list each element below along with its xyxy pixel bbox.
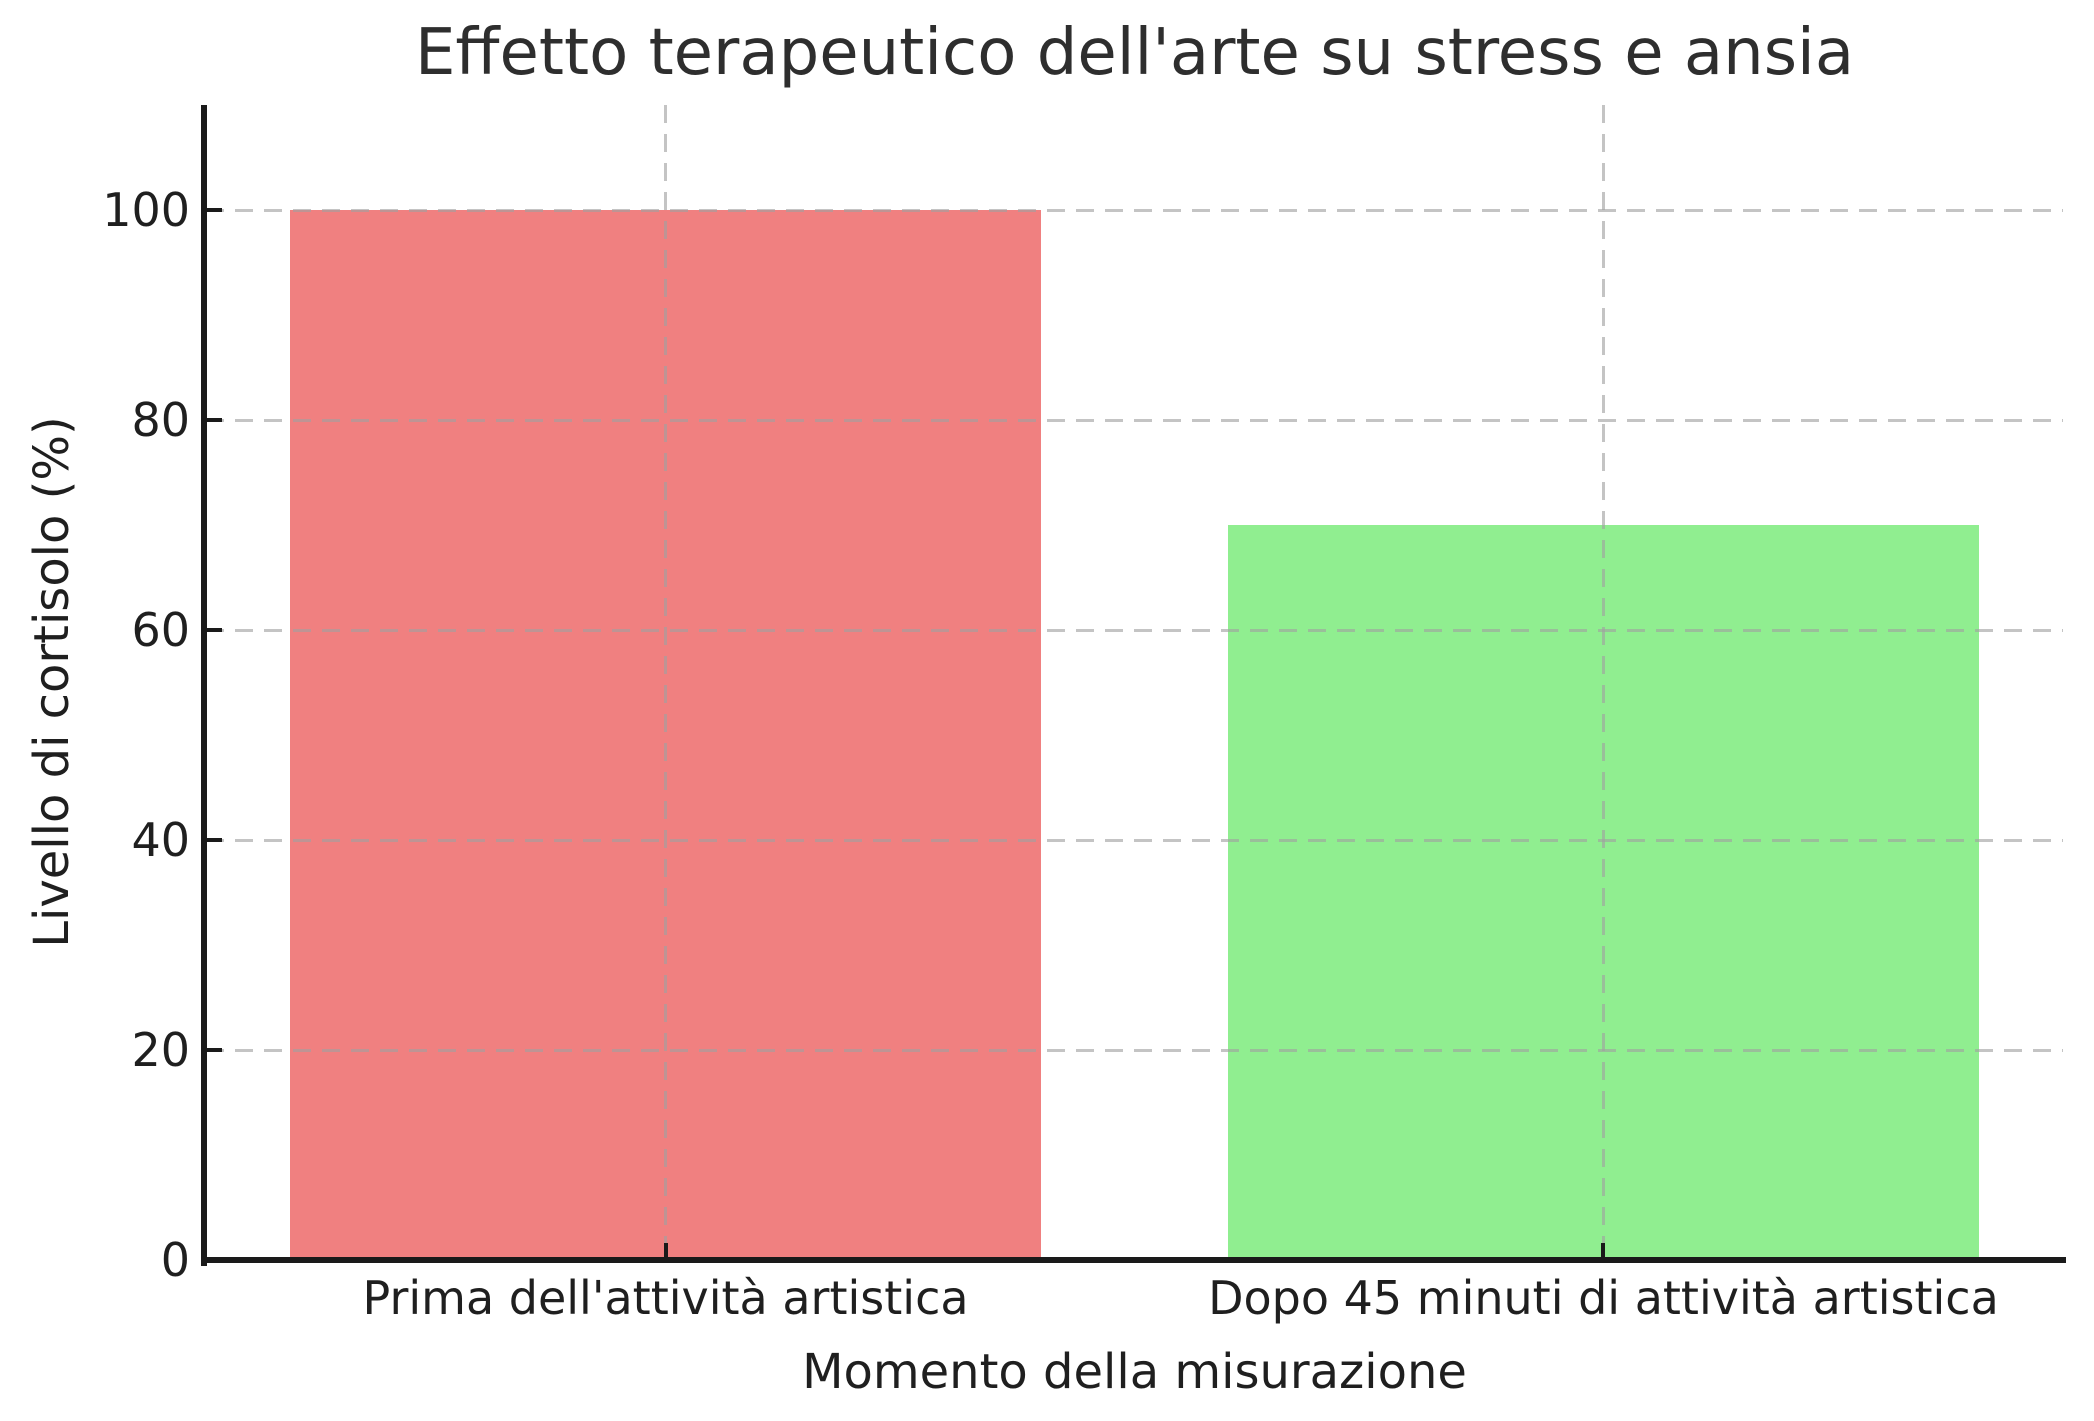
x-tick-label: Prima dell'attività artistica — [362, 1271, 969, 1325]
h-gridline — [206, 628, 2063, 632]
x-axis-label: Momento della misurazione — [802, 1344, 1467, 1400]
h-gridline — [206, 838, 2063, 842]
h-gridline — [206, 418, 2063, 422]
y-tick-label: 60 — [131, 603, 190, 657]
y-tick — [207, 208, 222, 212]
x-tick — [1601, 1243, 1606, 1258]
v-gridline — [1601, 105, 1605, 1260]
y-tick-label: 0 — [160, 1233, 190, 1287]
y-tick-label: 20 — [131, 1023, 190, 1077]
chart-title: Effetto terapeutico dell'arte su stress … — [414, 16, 1855, 90]
y-tick — [207, 628, 222, 632]
h-gridline — [206, 1048, 2063, 1052]
left-spine — [201, 105, 207, 1266]
y-tick — [207, 838, 222, 842]
y-tick-label: 100 — [102, 183, 190, 237]
y-tick — [207, 1048, 222, 1052]
x-tick — [663, 1243, 668, 1258]
y-tick-label: 80 — [131, 393, 190, 447]
x-tick-label: Dopo 45 minuti di attività artistica — [1208, 1271, 1999, 1325]
bottom-spine — [201, 1257, 2066, 1263]
y-tick — [207, 418, 222, 422]
v-gridline — [664, 105, 668, 1260]
h-gridline — [206, 208, 2063, 212]
y-tick — [207, 1258, 222, 1262]
y-tick-label: 40 — [131, 813, 190, 867]
